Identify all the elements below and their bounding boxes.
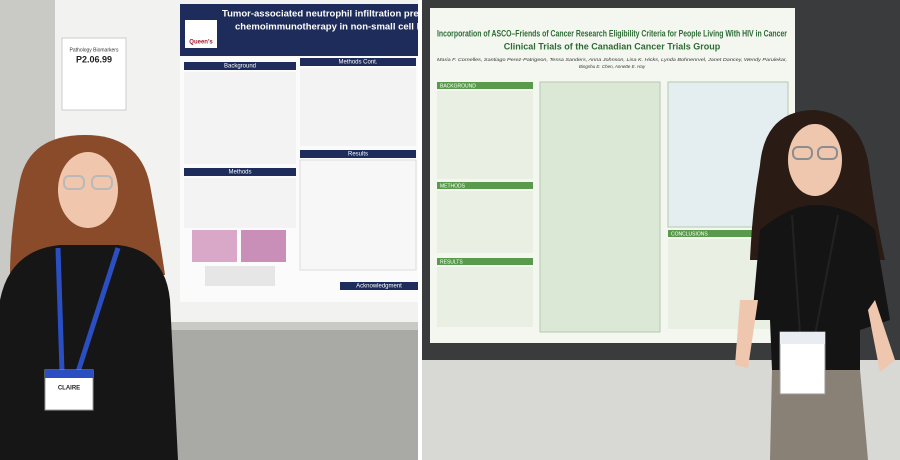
text-block: [184, 178, 296, 228]
badge-band: [45, 370, 93, 378]
section-title: Methods: [228, 170, 251, 176]
face: [788, 124, 842, 196]
section-bar: [184, 62, 296, 70]
glasses: [817, 146, 838, 160]
number-card-number: P2.06.99: [76, 54, 112, 64]
lanyard: [55, 247, 121, 373]
poster-title: Incorporation of ASCO–Friends of Cancer …: [437, 28, 787, 38]
histology-image: [192, 230, 237, 262]
divider: [418, 0, 422, 460]
section-bar: [668, 230, 788, 237]
table: [299, 159, 417, 271]
number-card-title: Pathology Biomarkers: [70, 47, 119, 53]
section-bar: [184, 168, 296, 176]
arms: [735, 300, 895, 372]
histology-image: [241, 230, 286, 262]
poster-authors: Maria F. Cornelles, Santiago Perez-Patri…: [437, 57, 787, 62]
poster-header: [180, 4, 418, 56]
poster-title: Tumor-associated neutrophil infiltration…: [222, 9, 461, 20]
glasses: [792, 146, 813, 160]
section-title: Acknowledgment: [356, 284, 402, 290]
section-title: Results: [348, 152, 368, 158]
poster-title: chemoimmunotherapy in non-small cell lu: [235, 22, 425, 33]
section-title: RESULTS: [440, 259, 463, 265]
text-block: [300, 68, 416, 146]
lanyard: [791, 214, 839, 336]
table: [539, 81, 661, 333]
sweater: [0, 245, 178, 460]
text-block: [437, 191, 533, 253]
section-bar: [300, 58, 416, 66]
face: [58, 152, 118, 228]
text-block: [437, 91, 533, 179]
poster-title: Clinical Trials of the Canadian Cancer T…: [504, 41, 721, 51]
section-title: Background: [224, 64, 256, 70]
section-title: BACKGROUND: [440, 83, 476, 89]
logo-box: [185, 20, 217, 48]
section-title: CONCLUSIONS: [671, 231, 708, 237]
right-photo: Incorporation of ASCO–Friends of Cancer …: [422, 0, 900, 460]
glasses: [91, 175, 113, 190]
section-bar: [437, 82, 533, 89]
logo: Queen's: [189, 40, 213, 46]
left-photo: Pathology Biomarkers P2.06.99 Queen's Tu…: [0, 0, 461, 460]
chart-image: [205, 266, 275, 286]
section-bar: [437, 182, 533, 189]
glasses: [63, 175, 85, 190]
badge-name: CLAIRE: [58, 386, 80, 392]
section-title: Methods Cont.: [338, 60, 377, 66]
number-card: [61, 37, 127, 111]
text-block: [184, 72, 296, 164]
text-block: [437, 267, 533, 327]
poster-authors: Bingshu E. Chen, Annette E. Hay: [579, 64, 646, 69]
section-bar: [437, 258, 533, 265]
t-shirt: [752, 205, 890, 370]
section-bar: [300, 150, 416, 158]
section-bar: [340, 282, 418, 290]
badge-band: [780, 332, 825, 344]
section-title: METHODS: [440, 183, 466, 189]
